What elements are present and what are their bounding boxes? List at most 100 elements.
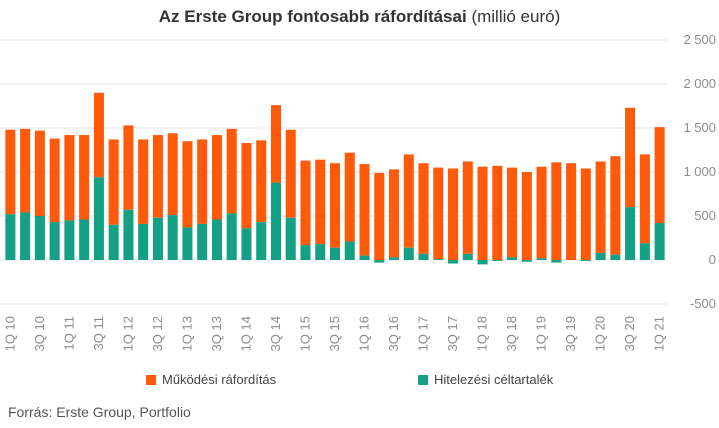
bar-operating xyxy=(580,168,591,260)
bar-operating xyxy=(5,129,16,215)
chart-title-unit: (millió euró) xyxy=(471,7,561,26)
bar-provisions xyxy=(374,260,385,263)
bar-operating xyxy=(639,154,650,244)
bar-provisions xyxy=(211,219,222,260)
bar-provisions xyxy=(285,217,296,260)
x-tick-label: 1Q 14 xyxy=(238,316,253,351)
bar-operating xyxy=(374,172,385,260)
bar-provisions xyxy=(315,244,326,260)
bar-provisions xyxy=(197,223,208,260)
x-tick-label: 3Q 17 xyxy=(445,316,460,351)
bar-provisions xyxy=(34,216,45,260)
bar-operating xyxy=(20,128,31,213)
bar-operating xyxy=(300,160,311,246)
bar-provisions xyxy=(536,258,547,260)
x-tick-label: 3Q 11 xyxy=(91,316,106,350)
bar-operating xyxy=(34,130,45,216)
x-tick-label: 3Q 19 xyxy=(563,316,578,351)
legend-swatch-provisions xyxy=(418,374,428,385)
bar-provisions xyxy=(123,209,134,260)
bar-provisions xyxy=(403,247,414,260)
bar-provisions xyxy=(433,259,444,260)
legend-label-provisions: Hitelezési céltartalék xyxy=(434,372,554,387)
bar-provisions xyxy=(551,260,562,263)
bar-operating xyxy=(418,163,429,254)
y-tick-label: 2 000 xyxy=(683,76,716,91)
x-tick-label: 1Q 19 xyxy=(534,316,549,351)
bar-operating xyxy=(492,165,503,260)
bar-provisions xyxy=(5,214,16,260)
legend-label-operating: Működési ráfordítás xyxy=(162,372,277,387)
y-tick-label: 0 xyxy=(709,252,716,267)
bar-provisions xyxy=(492,260,503,261)
bar-provisions xyxy=(108,224,119,260)
bar-operating xyxy=(566,163,577,260)
x-tick-label: 3Q 14 xyxy=(268,316,283,351)
bar-operating xyxy=(93,92,104,178)
bar-operating xyxy=(610,156,621,255)
y-tick-label: 2 500 xyxy=(683,32,716,47)
bar-provisions xyxy=(625,207,636,260)
bar-operating xyxy=(79,135,90,220)
bar-provisions xyxy=(418,253,429,260)
bar-operating xyxy=(521,172,532,260)
x-tick-label: 3Q 10 xyxy=(32,316,47,351)
x-tick-label: 3Q 15 xyxy=(327,316,342,351)
bar-operating xyxy=(359,164,370,256)
x-tick-label: 1Q 15 xyxy=(297,316,312,351)
bar-operating xyxy=(64,135,75,221)
bar-operating xyxy=(595,161,606,253)
bar-provisions xyxy=(359,255,370,260)
bar-operating xyxy=(507,167,518,258)
bar-operating xyxy=(654,127,665,224)
x-tick-label: 3Q 20 xyxy=(622,316,637,351)
bar-operating xyxy=(625,107,636,208)
x-tick-label: 3Q 16 xyxy=(386,316,401,351)
bar-operating xyxy=(138,139,149,224)
bar-operating xyxy=(123,125,134,210)
bar-provisions xyxy=(595,252,606,260)
bar-provisions xyxy=(580,260,591,261)
bar-operating xyxy=(344,152,355,242)
bar-operating xyxy=(152,135,163,218)
bar-operating xyxy=(211,135,222,220)
bar-provisions xyxy=(152,217,163,260)
bar-operating xyxy=(315,159,326,245)
bar-provisions xyxy=(182,227,193,260)
x-tick-label: 3Q 12 xyxy=(150,316,165,351)
bar-provisions xyxy=(344,241,355,260)
bar-operating xyxy=(462,161,473,254)
x-tick-label: 1Q 16 xyxy=(357,316,372,351)
bar-provisions xyxy=(49,222,60,260)
y-tick-label: -500 xyxy=(690,296,716,311)
bar-operating xyxy=(270,105,281,183)
bar-operating xyxy=(285,129,296,218)
bar-provisions xyxy=(138,223,149,260)
chart-title-main: Az Erste Group fontosabb ráfordításai xyxy=(158,7,467,26)
bar-operating xyxy=(256,140,267,223)
y-tick-label: 500 xyxy=(694,208,716,223)
y-tick-label: 1 000 xyxy=(683,164,716,179)
x-tick-label: 1Q 13 xyxy=(179,316,194,351)
chart-title: Az Erste Group fontosabb ráfordításai (m… xyxy=(0,7,719,27)
x-tick-label: 1Q 11 xyxy=(61,316,76,350)
bar-provisions xyxy=(610,254,621,260)
bar-provisions xyxy=(389,257,400,260)
legend-swatch-operating xyxy=(146,374,156,385)
x-tick-label: 1Q 18 xyxy=(475,316,490,351)
bar-provisions xyxy=(20,212,31,260)
bar-provisions xyxy=(241,228,252,260)
bar-provisions xyxy=(462,253,473,260)
bar-operating xyxy=(477,166,488,260)
bar-provisions xyxy=(64,220,75,260)
bar-provisions xyxy=(329,247,341,260)
bar-operating xyxy=(226,128,237,214)
bar-operating xyxy=(329,163,341,248)
bar-operating xyxy=(49,138,60,223)
x-tick-label: 3Q 13 xyxy=(209,316,224,351)
bar-operating xyxy=(403,154,414,248)
bar-provisions xyxy=(507,257,518,260)
x-tick-label: 3Q 18 xyxy=(504,316,519,351)
bar-operating xyxy=(197,139,208,224)
source-note: Forrás: Erste Group, Portfolio xyxy=(8,404,191,420)
